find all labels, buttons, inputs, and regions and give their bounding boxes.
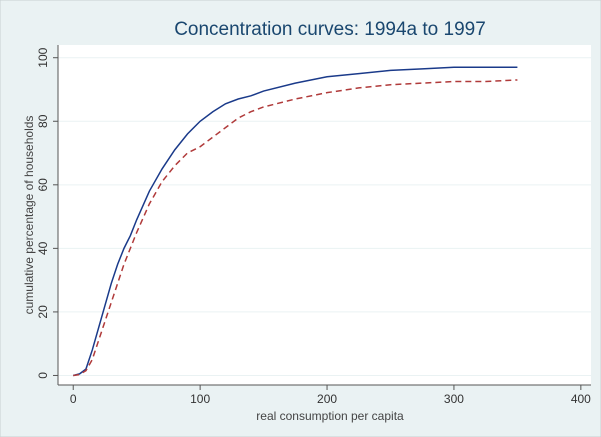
- y-tick-label: 60: [36, 178, 50, 192]
- x-tick-label: 300: [444, 392, 464, 406]
- x-tick-label: 0: [70, 392, 77, 406]
- y-tick-label: 100: [36, 47, 50, 67]
- y-tick-label: 80: [36, 114, 50, 128]
- y-axis-title: cumulative percentage of households: [22, 116, 36, 315]
- x-axis-title: real consumption per capita: [256, 409, 404, 423]
- x-tick-label: 400: [571, 392, 591, 406]
- series-line: [73, 66, 518, 377]
- y-tick-label: 40: [36, 241, 50, 255]
- plot-area: [58, 45, 591, 385]
- y-tick-label: 20: [36, 305, 50, 319]
- x-tick-label: 100: [190, 392, 210, 406]
- series-line: [73, 79, 518, 377]
- chart-title: Concentration curves: 1994a to 1997: [174, 19, 486, 40]
- x-tick-label: 200: [317, 392, 337, 406]
- y-tick-label: 0: [36, 372, 50, 379]
